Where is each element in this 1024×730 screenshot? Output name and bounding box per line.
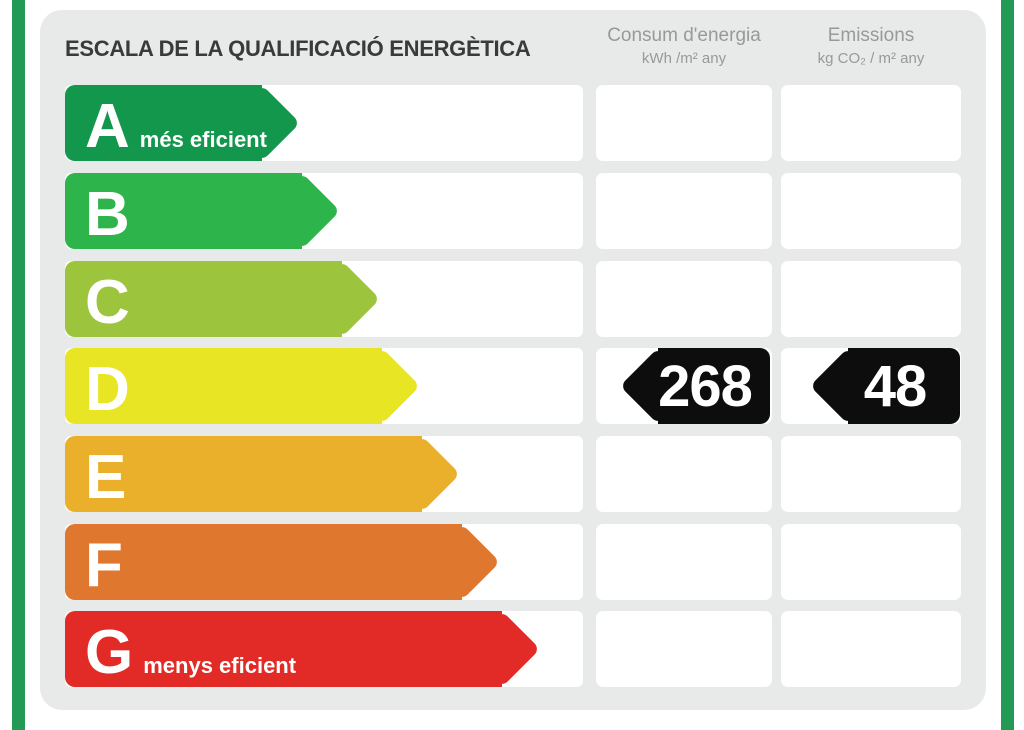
rating-letter: E: [85, 443, 127, 512]
rating-row-a: A més eficient: [65, 85, 961, 161]
column-header-consum: Consum d'energia kWh /m² any: [596, 23, 772, 69]
rating-row-b: B: [65, 173, 961, 249]
rating-row-e: E: [65, 436, 961, 512]
column-header-emissions: Emissions kg CO₂ / m² any: [781, 23, 961, 69]
consum-units: kWh /m² any: [641, 49, 727, 67]
rating-arrow: F: [65, 524, 462, 600]
consum-cell: [596, 261, 772, 337]
rating-note: menys eficient: [143, 653, 297, 678]
emissions-cell: [781, 261, 961, 337]
rating-row-d: D 268 48: [65, 348, 961, 424]
left-accent-bar: [12, 0, 25, 730]
page-title: ESCALA DE LA QUALIFICACIÓ ENERGÈTICA: [65, 36, 531, 61]
consum-cell: [596, 85, 772, 161]
rating-letter: B: [85, 180, 130, 249]
consum-cell: [596, 611, 772, 687]
consum-cell: [596, 436, 772, 512]
emissions-cell: [781, 436, 961, 512]
rating-arrow: E: [65, 436, 422, 512]
rating-arrow: C: [65, 261, 342, 337]
emissions-cell: [781, 85, 961, 161]
emissions-cell: [781, 173, 961, 249]
rating-row-f: F: [65, 524, 961, 600]
consum-label: Consum d'energia: [607, 25, 761, 46]
emissions-cell: [781, 524, 961, 600]
rating-arrow: B: [65, 173, 302, 249]
consum-cell: [596, 173, 772, 249]
rating-letter: G: [85, 618, 134, 687]
consum-cell: [596, 524, 772, 600]
rating-note: més eficient: [139, 127, 267, 152]
rating-arrow: A més eficient: [65, 85, 267, 161]
right-accent-bar: [1001, 0, 1014, 730]
rating-arrow: G menys eficient: [65, 611, 502, 687]
rating-letter: D: [85, 355, 130, 424]
rating-arrow: D: [65, 348, 382, 424]
emissions-units: kg CO₂ / m² any: [817, 49, 925, 67]
rating-row-g: G menys eficient: [65, 611, 961, 687]
emissions-value-badge: 48: [848, 348, 960, 424]
energy-scale-panel: ESCALA DE LA QUALIFICACIÓ ENERGÈTICA Con…: [40, 10, 986, 710]
rating-row-c: C: [65, 261, 961, 337]
consum-value: 268: [658, 353, 753, 419]
rating-letter: C: [85, 268, 130, 337]
rating-letter: A: [85, 92, 130, 161]
emissions-cell: [781, 611, 961, 687]
rating-letter: F: [85, 531, 123, 600]
emissions-value: 48: [863, 353, 928, 419]
consum-value-badge: 268: [658, 348, 770, 424]
emissions-label: Emissions: [827, 25, 915, 46]
